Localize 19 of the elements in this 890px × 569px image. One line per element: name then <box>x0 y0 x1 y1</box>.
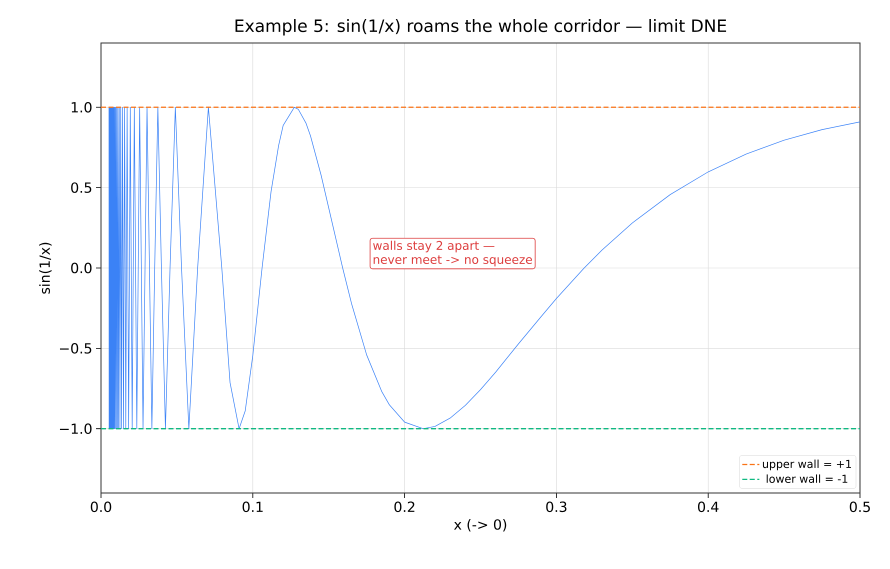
legend-label: upper wall = +1 <box>762 460 851 470</box>
y-axis-title: sin(1/x) <box>39 242 52 294</box>
x-tick-label: 0.5 <box>850 502 870 512</box>
x-tick-label: 0.0 <box>90 502 112 512</box>
annotation: walls stay 2 apart — <box>373 240 494 252</box>
y-tick-label: −0.5 <box>60 343 92 354</box>
y-tick-label: −1.0 <box>60 423 92 434</box>
x-axis-title: x (-> 0) <box>454 518 506 532</box>
x-tick-label: 0.2 <box>394 502 414 512</box>
x-tick-label: 0.1 <box>242 502 263 512</box>
y-tick-label: 0.5 <box>71 182 92 193</box>
y-tick-label: 1.0 <box>72 102 92 113</box>
y-tick-label: 0.0 <box>71 262 92 274</box>
x-tick-label: 0.3 <box>546 502 566 512</box>
legend-label: lower wall = -1 <box>766 474 848 483</box>
annotation: never meet -> no squeeze <box>374 255 532 266</box>
line-series <box>108 106 860 430</box>
chart-title: Example 5: sin(1/x) roams the whole corridor — limit DNE <box>236 19 726 36</box>
x-tick-label: 0.4 <box>698 502 719 512</box>
